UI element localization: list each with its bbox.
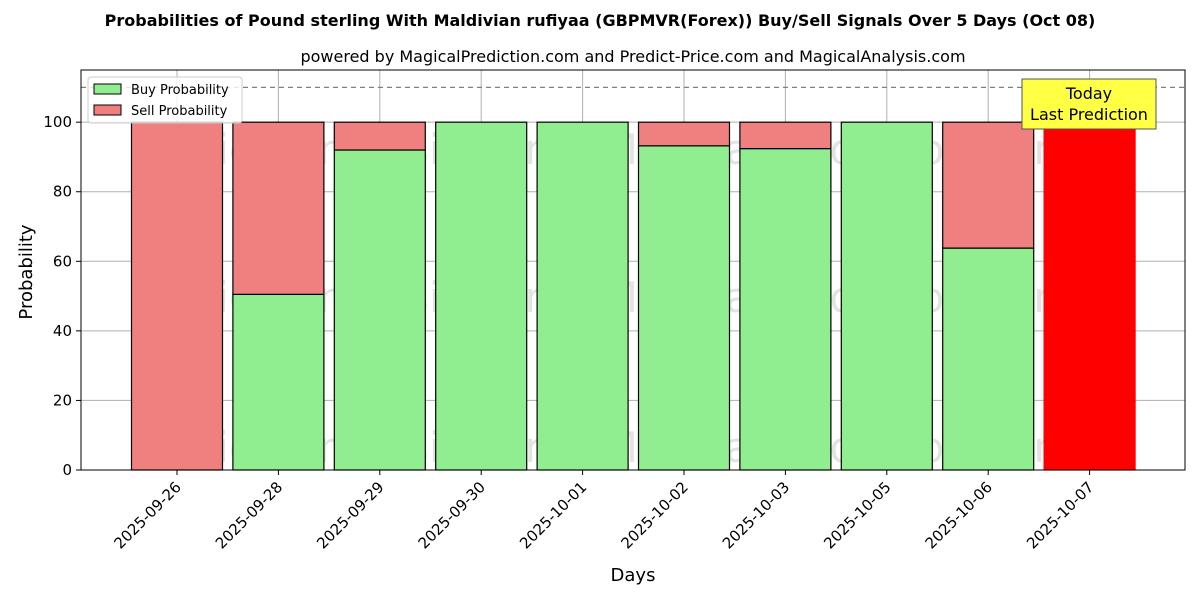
bars-layer (130, 121, 1136, 471)
y-tick-label: 80 (53, 183, 72, 201)
bar-sell (1043, 121, 1136, 471)
y-axis-label: Probability (16, 224, 37, 319)
bar-sell (130, 121, 224, 471)
x-tick-label: 2025-09-26 (110, 478, 184, 552)
bar-sell (637, 121, 731, 147)
bar-sell (232, 121, 325, 295)
chart-title: Probabilities of Pound sterling With Mal… (105, 11, 1096, 30)
bar-sell (942, 121, 1035, 249)
x-tick-label: 2025-09-28 (212, 478, 286, 552)
bar-buy (536, 121, 629, 471)
plot-frame (80, 69, 1186, 471)
legend-box (87, 76, 243, 124)
x-tick-label: 2025-10-06 (922, 478, 996, 552)
bar-sell (333, 121, 426, 151)
annotation-box (1021, 78, 1157, 130)
x-tick-label: 2025-09-30 (415, 478, 489, 552)
x-tick-label: 2025-10-07 (1023, 478, 1097, 552)
bar-buy (840, 121, 933, 471)
annotation-text: Today (1065, 84, 1112, 103)
x-tick-label: 2025-10-01 (516, 478, 590, 552)
legend-label: Sell Probability (131, 104, 228, 119)
chart-subtitle: powered by MagicalPrediction.com and Pre… (300, 47, 965, 66)
bar-sell (739, 121, 832, 150)
x-tick-label: 2025-09-29 (313, 478, 387, 552)
x-tick-label: 2025-10-05 (820, 478, 894, 552)
legend-swatch (93, 83, 122, 95)
x-axis-label: Days (611, 565, 656, 586)
y-tick-label: 60 (53, 252, 72, 270)
legend-label: Buy Probability (131, 83, 229, 98)
y-tick-label: 100 (43, 113, 72, 131)
y-tick-label: 40 (53, 322, 72, 340)
annotation-text: Last Prediction (1030, 105, 1148, 124)
bar-buy (739, 148, 832, 471)
today-annotation: Today Last Prediction (1021, 78, 1157, 130)
bar-buy (333, 149, 426, 471)
y-tick-label: 20 (53, 391, 72, 409)
bar-buy (637, 145, 731, 471)
legend-swatch (93, 104, 122, 116)
x-tick-label: 2025-10-02 (617, 478, 691, 552)
bar-buy (435, 121, 528, 471)
bar-buy (232, 293, 325, 471)
x-tick-label: 2025-10-03 (719, 478, 793, 552)
y-tick-label: 0 (62, 461, 72, 479)
legend: Buy Probability Sell Probability (87, 76, 243, 124)
bar-buy (942, 247, 1035, 471)
